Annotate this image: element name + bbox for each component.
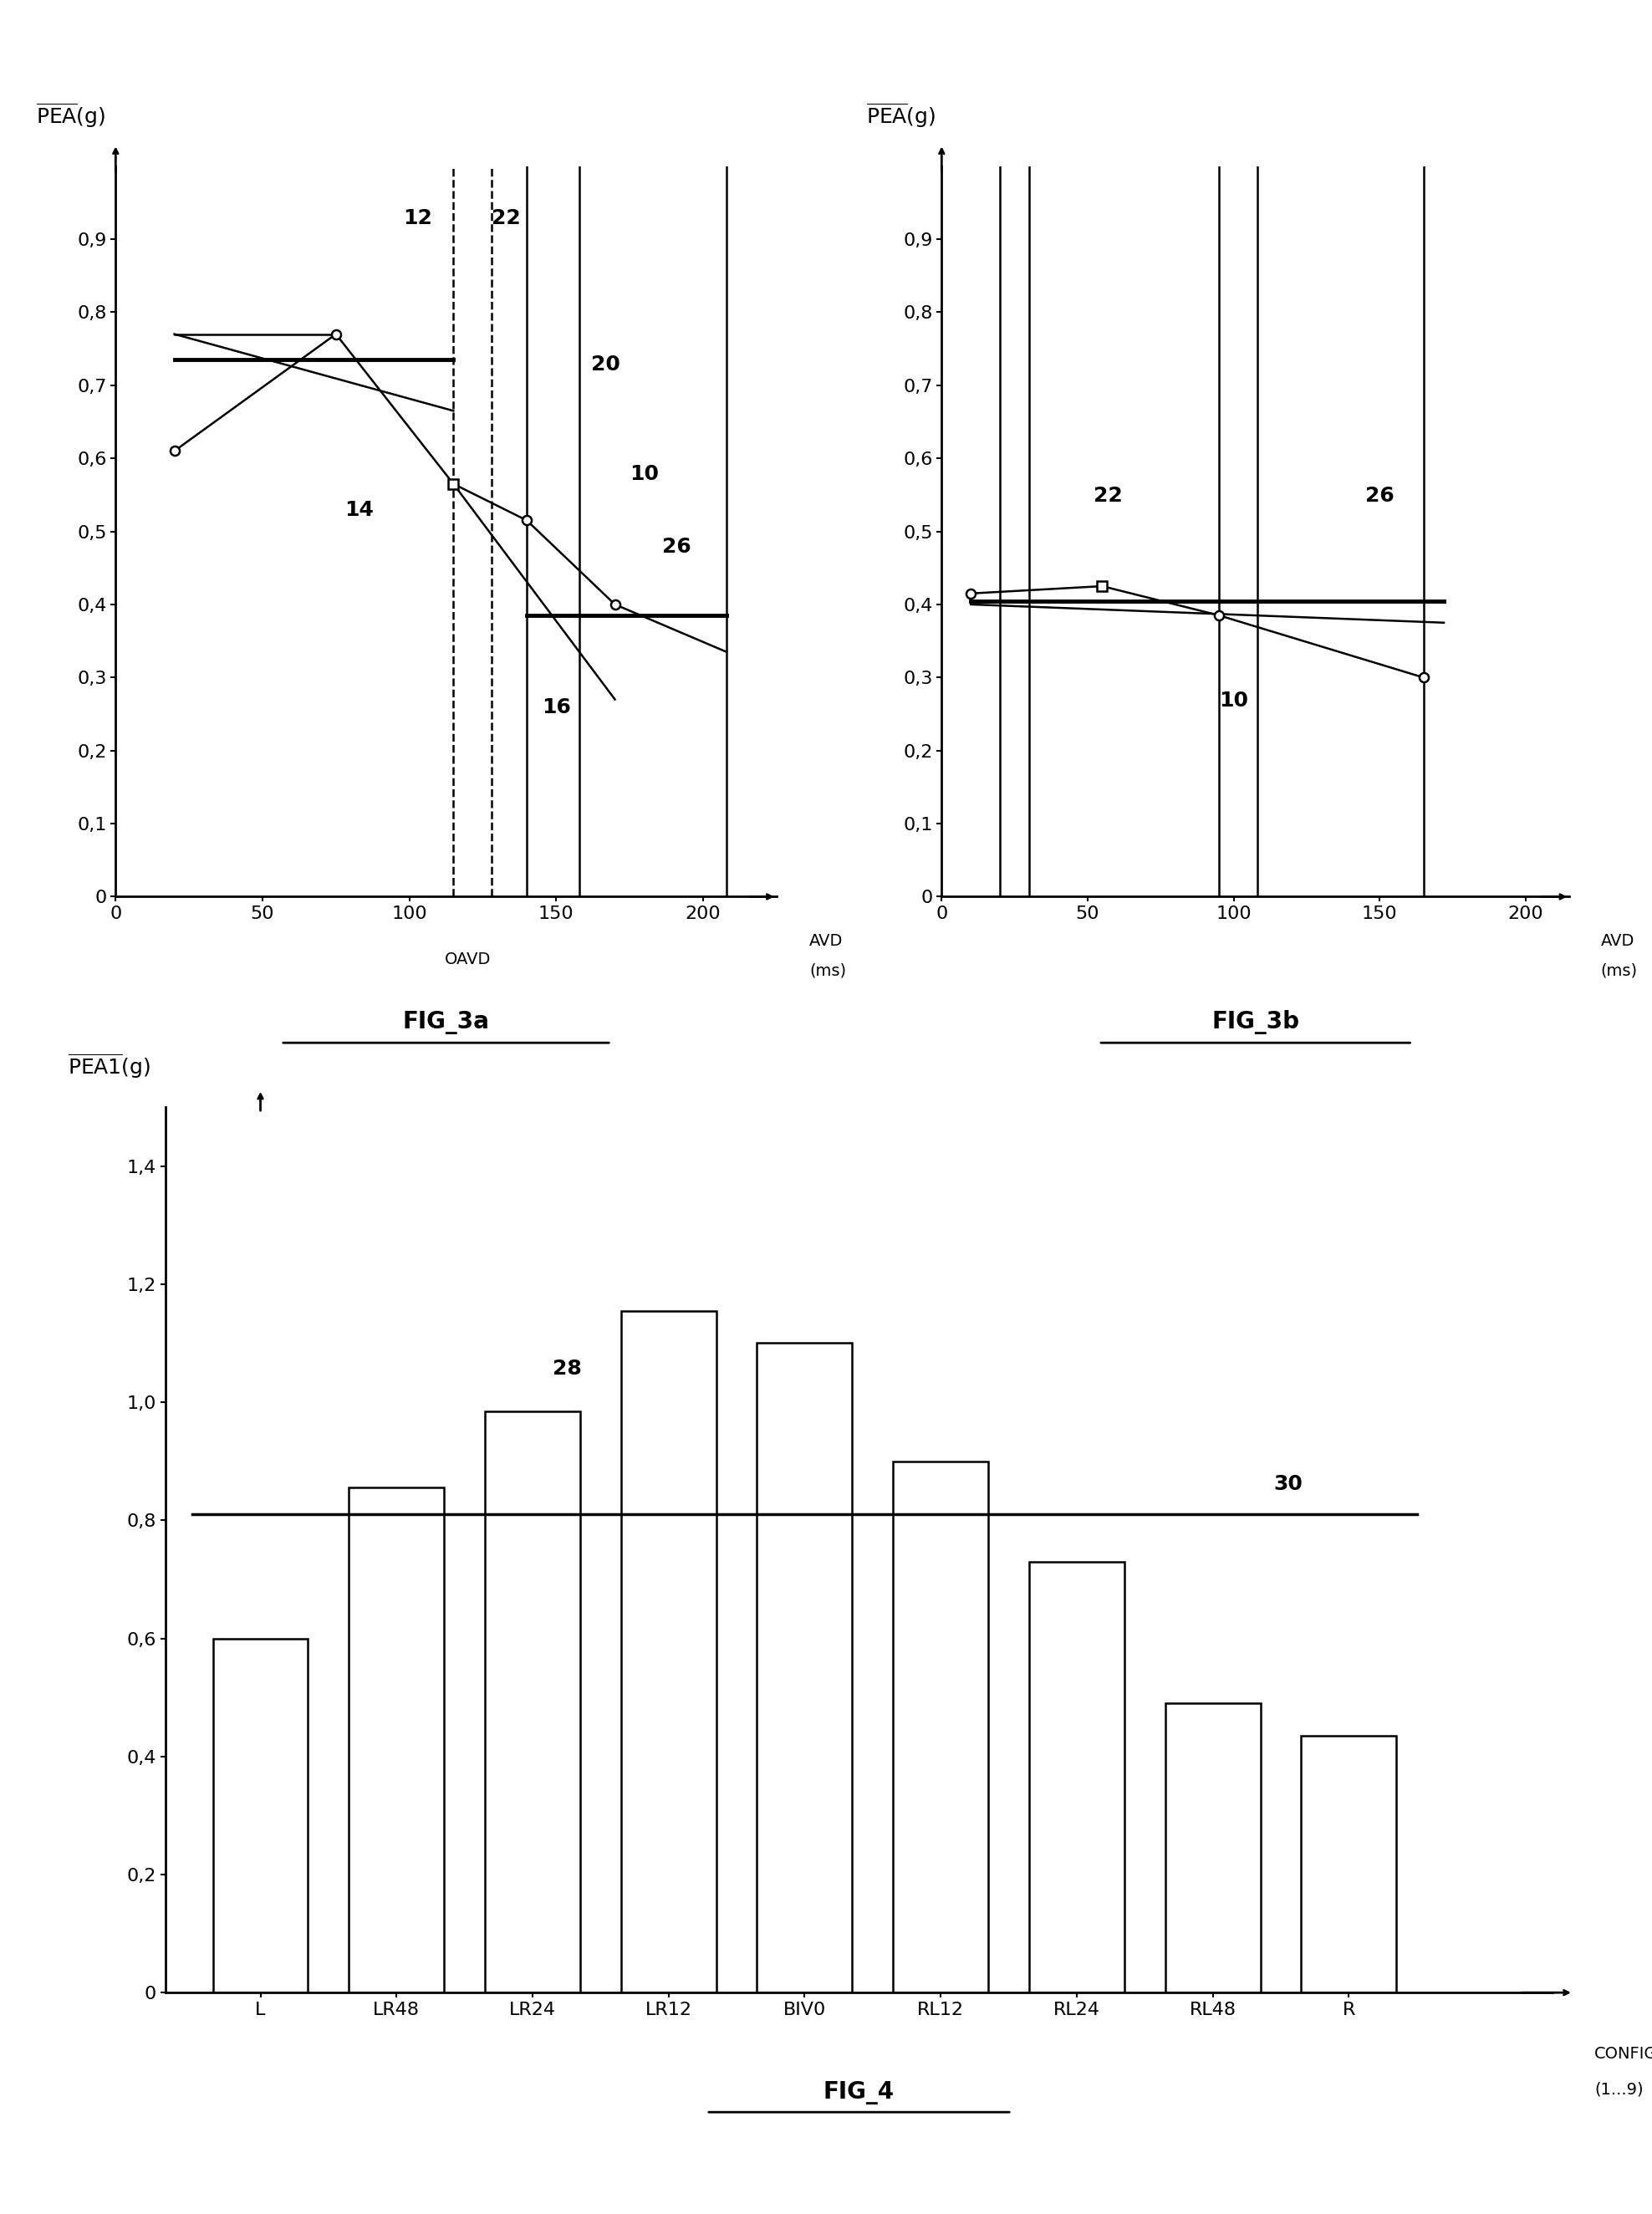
FancyBboxPatch shape <box>349 1488 444 1993</box>
Text: $\overline{\mathrm{PEA1}}$(g): $\overline{\mathrm{PEA1}}$(g) <box>68 1052 150 1080</box>
Text: AVD: AVD <box>809 934 843 950</box>
Text: AVD: AVD <box>1601 934 1634 950</box>
Text: 30: 30 <box>1274 1475 1303 1494</box>
Text: FIG_3a: FIG_3a <box>403 1010 489 1034</box>
Text: 10: 10 <box>629 463 659 485</box>
Text: FIG_3b: FIG_3b <box>1211 1010 1300 1034</box>
Text: (1...9): (1...9) <box>1594 2081 1644 2097</box>
FancyBboxPatch shape <box>757 1344 852 1993</box>
FancyBboxPatch shape <box>894 1461 988 1993</box>
Text: (ms): (ms) <box>809 963 846 979</box>
FancyBboxPatch shape <box>1302 1736 1396 1993</box>
Text: 26: 26 <box>1365 485 1394 505</box>
Text: 22: 22 <box>492 208 520 228</box>
Text: CONFIG: CONFIG <box>1594 2046 1652 2061</box>
Text: 12: 12 <box>403 208 433 228</box>
Text: 14: 14 <box>345 500 373 520</box>
FancyBboxPatch shape <box>213 1638 307 1993</box>
Text: (ms): (ms) <box>1601 963 1637 979</box>
Text: 16: 16 <box>542 697 570 717</box>
Text: 10: 10 <box>1219 691 1249 711</box>
Text: $\overline{\mathrm{PEA}}$(g): $\overline{\mathrm{PEA}}$(g) <box>36 102 106 128</box>
Text: 26: 26 <box>662 536 691 558</box>
Text: $\overline{\mathrm{PEA}}$(g): $\overline{\mathrm{PEA}}$(g) <box>866 102 937 128</box>
FancyBboxPatch shape <box>621 1311 717 1993</box>
Text: 22: 22 <box>1094 485 1122 505</box>
Text: 20: 20 <box>591 354 621 374</box>
Text: 28: 28 <box>553 1359 582 1379</box>
FancyBboxPatch shape <box>1029 1561 1125 1993</box>
FancyBboxPatch shape <box>1165 1703 1260 1993</box>
Text: FIG_4: FIG_4 <box>823 2081 895 2106</box>
Text: OAVD: OAVD <box>444 952 491 968</box>
FancyBboxPatch shape <box>486 1410 580 1993</box>
